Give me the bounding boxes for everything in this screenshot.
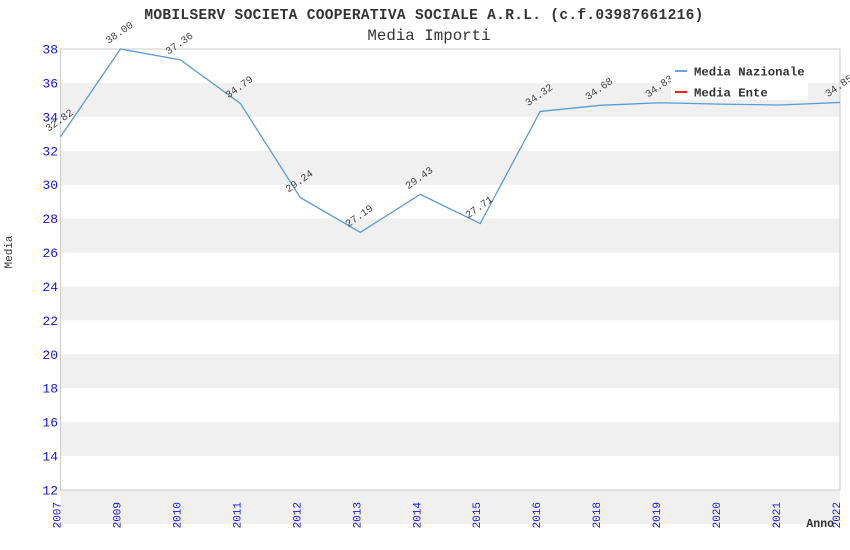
svg-text:12: 12 <box>42 484 58 499</box>
svg-text:16: 16 <box>42 416 58 431</box>
svg-text:28: 28 <box>42 212 58 227</box>
svg-text:38.00: 38.00 <box>104 20 136 48</box>
svg-text:2015: 2015 <box>472 502 484 528</box>
svg-text:36: 36 <box>42 76 58 91</box>
svg-text:Anno: Anno <box>806 518 834 531</box>
svg-text:26: 26 <box>42 246 58 261</box>
svg-text:20: 20 <box>42 348 58 363</box>
svg-text:2014: 2014 <box>412 502 424 529</box>
svg-text:2009: 2009 <box>112 502 124 528</box>
svg-text:2021: 2021 <box>772 502 784 529</box>
svg-text:Media Ente: Media Ente <box>694 87 768 101</box>
svg-text:2007: 2007 <box>53 502 65 528</box>
svg-text:2012: 2012 <box>292 502 304 528</box>
svg-text:2013: 2013 <box>352 502 364 528</box>
svg-text:2018: 2018 <box>592 502 604 528</box>
svg-text:22: 22 <box>42 314 58 329</box>
svg-text:2020: 2020 <box>712 502 724 528</box>
svg-text:2010: 2010 <box>172 502 184 528</box>
svg-text:27.71: 27.71 <box>464 194 496 222</box>
svg-text:18: 18 <box>42 382 58 397</box>
svg-text:30: 30 <box>42 178 58 193</box>
svg-text:14: 14 <box>42 450 58 465</box>
svg-text:24: 24 <box>42 280 58 295</box>
svg-text:32: 32 <box>42 144 58 159</box>
svg-text:Media: Media <box>4 235 16 268</box>
svg-text:2011: 2011 <box>232 502 244 529</box>
svg-text:Media Nazionale: Media Nazionale <box>694 66 805 80</box>
svg-text:2019: 2019 <box>652 502 664 528</box>
svg-text:38: 38 <box>42 43 58 58</box>
svg-text:2016: 2016 <box>532 502 544 528</box>
svg-text:37.36: 37.36 <box>164 31 196 59</box>
